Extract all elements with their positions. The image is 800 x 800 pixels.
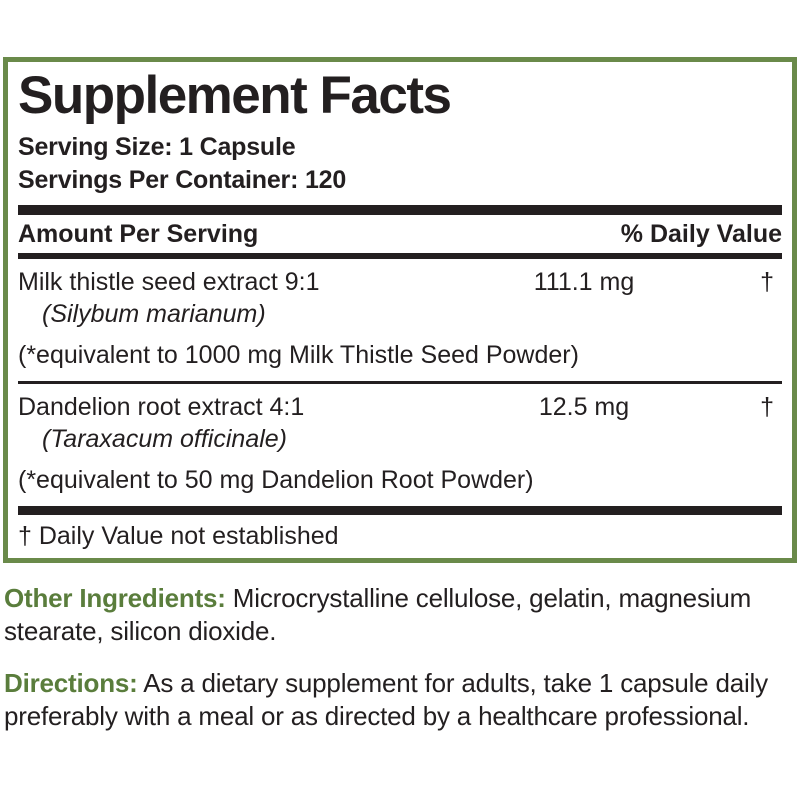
panel-title: Supplement Facts: [18, 66, 452, 125]
divider-thin: [18, 381, 782, 385]
serving-size: Serving Size: 1 Capsule: [18, 133, 296, 162]
directions-paragraph: Directions: As a dietary supplement for …: [4, 667, 796, 733]
column-header-row: Amount Per Serving % Daily Value: [18, 215, 782, 253]
other-ingredients-text: Microcrystalline cellulose, gelatin, mag…: [4, 583, 752, 647]
ingredient-main-line: Milk thistle seed extract 9:1 111.1 mg †: [18, 259, 782, 297]
ingredient-amount: 12.5 mg: [538, 393, 630, 422]
daily-value-header: % Daily Value: [620, 220, 782, 249]
daily-value-footnote: † Daily Value not established: [18, 522, 339, 551]
other-ingredients-paragraph: Other Ingredients: Microcrystalline cell…: [4, 582, 796, 648]
ingredient-daily-value-dagger: †: [760, 268, 774, 297]
ingredient-name: Milk thistle seed extract 9:1: [18, 268, 320, 297]
ingredient-equivalent-note: (*equivalent to 50 mg Dandelion Root Pow…: [18, 466, 534, 495]
directions-label: Directions:: [4, 668, 138, 699]
directions-text: As a dietary supplement for adults, take…: [4, 668, 768, 732]
ingredient-name: Dandelion root extract 4:1: [18, 393, 305, 422]
servings-per-container: Servings Per Container: 120: [18, 166, 347, 195]
divider-heavy-bottom: [18, 506, 782, 516]
ingredient-row-milk-thistle: Milk thistle seed extract 9:1 111.1 mg †…: [18, 259, 782, 370]
ingredient-row-dandelion: Dandelion root extract 4:1 12.5 mg † (Ta…: [18, 384, 782, 495]
ingredient-equivalent-note: (*equivalent to 1000 mg Milk Thistle See…: [18, 341, 579, 370]
ingredient-latin-name: (Silybum marianum): [42, 300, 266, 329]
ingredient-daily-value-dagger: †: [760, 393, 774, 422]
other-ingredients-label: Other Ingredients:: [4, 583, 226, 614]
ingredient-amount: 111.1 mg: [533, 268, 635, 297]
amount-per-serving-header: Amount Per Serving: [18, 220, 259, 249]
ingredient-latin-name: (Taraxacum officinale): [42, 425, 288, 454]
supplement-facts-panel: Supplement Facts Serving Size: 1 Capsule…: [3, 57, 797, 564]
ingredient-main-line: Dandelion root extract 4:1 12.5 mg †: [18, 384, 782, 422]
divider-medium: [18, 253, 782, 260]
divider-heavy-top: [18, 205, 782, 216]
